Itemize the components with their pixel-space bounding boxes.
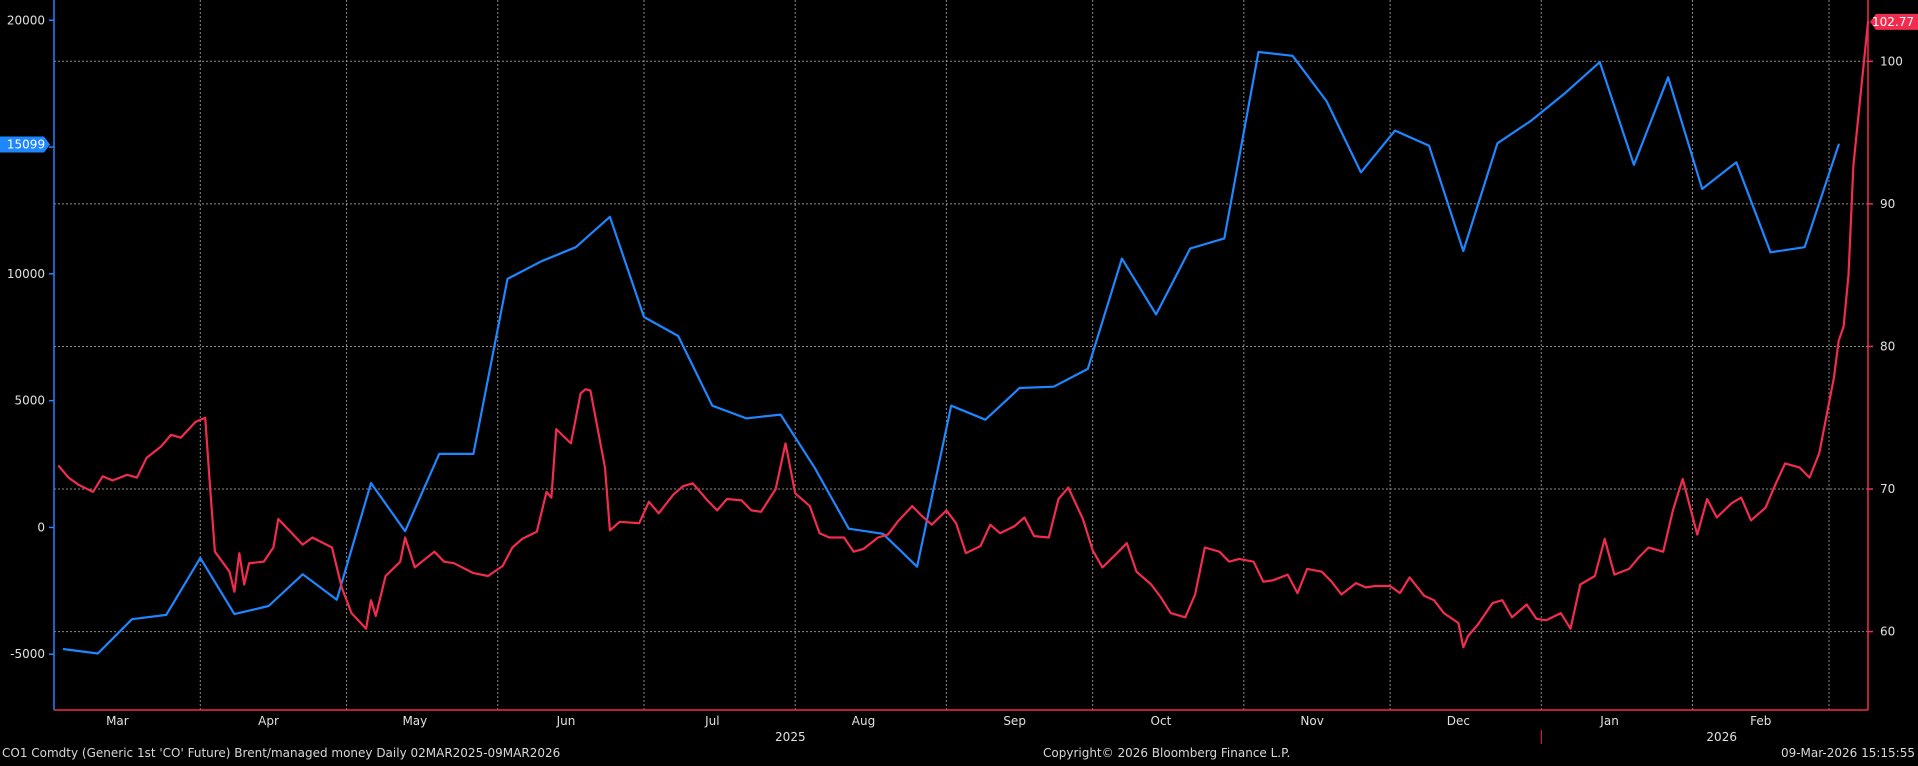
brent-last-value-label: 102.77 <box>1872 15 1914 29</box>
x-axis-tick-label: Jan <box>1599 714 1619 728</box>
brent-price-series-line <box>57 20 1870 649</box>
chart-footer: CO1 Comdty (Generic 1st 'CO' Future) Bre… <box>0 744 1918 762</box>
left-axis-tick-label: 10000 <box>7 267 45 281</box>
footer-timestamp: 09-Mar-2026 15:15:55 <box>1780 746 1915 760</box>
left-axis-tick-label: 0 <box>37 520 45 534</box>
right-axis-tick-label: 60 <box>1880 625 1895 639</box>
x-axis-tick-label: May <box>402 714 427 728</box>
right-axis-tick-label: 70 <box>1880 482 1895 496</box>
left-axis-tick-label: 5000 <box>14 394 45 408</box>
footer-copyright: Copyright© 2026 Bloomberg Finance L.P. <box>1043 746 1291 760</box>
brent-last-value-tag <box>1870 13 1918 30</box>
right-axis-tick-label: 100 <box>1880 54 1903 68</box>
x-axis-tick-label: Dec <box>1447 714 1470 728</box>
left-axis-tick-label: 20000 <box>7 13 45 27</box>
x-axis-tick-label: Nov <box>1300 714 1323 728</box>
managed-money-last-value-label: 15099 <box>7 138 45 152</box>
right-axis-tick-label: 80 <box>1880 339 1895 353</box>
managed-money-series-line <box>62 50 1840 655</box>
x-axis-year-label: 2025 <box>775 730 806 744</box>
x-axis-tick-label: Mar <box>106 714 129 728</box>
x-axis-year-label: 2026 <box>1706 730 1737 744</box>
x-axis-tick-label: Apr <box>258 714 279 728</box>
x-axis-tick-label: Jun <box>556 714 576 728</box>
x-axis-tick-label: Aug <box>852 714 875 728</box>
right-axis-tick-label: 90 <box>1880 197 1895 211</box>
footer-description: CO1 Comdty (Generic 1st 'CO' Future) Bre… <box>2 746 561 760</box>
x-axis-tick-label: Feb <box>1750 714 1771 728</box>
x-axis-tick-label: Sep <box>1003 714 1026 728</box>
x-axis-tick-label: Jul <box>704 714 719 728</box>
x-axis-tick-label: Oct <box>1151 714 1172 728</box>
left-axis-tick-label: -5000 <box>10 647 45 661</box>
managed-money-last-value-tag <box>0 136 50 153</box>
